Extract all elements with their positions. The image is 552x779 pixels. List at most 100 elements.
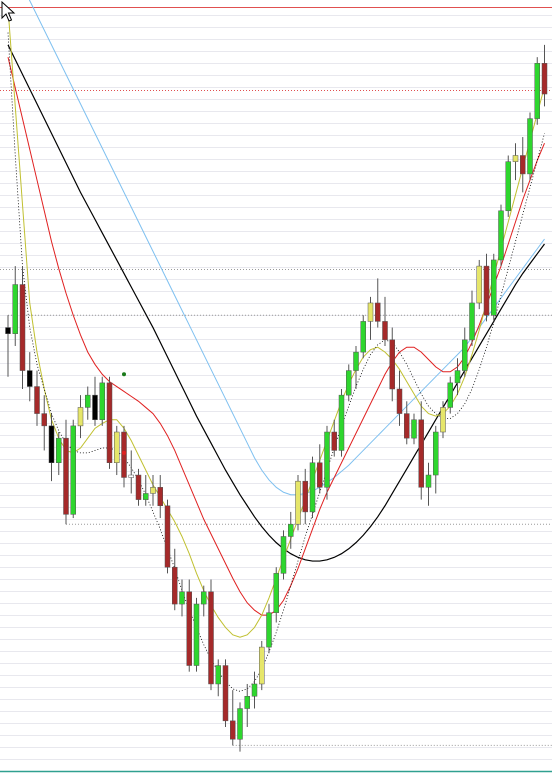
candle[interactable] <box>447 376 453 414</box>
candle-body <box>193 603 200 666</box>
candle-body <box>92 394 98 420</box>
candle[interactable] <box>534 57 540 125</box>
candles[interactable] <box>5 44 548 752</box>
candle[interactable] <box>12 266 18 346</box>
candle[interactable] <box>324 425 330 500</box>
candle[interactable] <box>186 579 192 672</box>
candle[interactable] <box>208 579 214 691</box>
candle[interactable] <box>34 370 40 426</box>
candle-body <box>143 493 149 500</box>
candle-body <box>12 284 18 334</box>
candle[interactable] <box>157 475 163 519</box>
candle[interactable] <box>331 419 337 457</box>
candle-body <box>527 118 533 175</box>
candle[interactable] <box>5 315 11 377</box>
candle-body <box>447 382 453 408</box>
candle-body <box>77 407 84 427</box>
candle[interactable] <box>396 370 403 426</box>
candle[interactable] <box>135 468 142 506</box>
candle[interactable] <box>27 352 33 402</box>
candle[interactable] <box>114 425 120 476</box>
candle[interactable] <box>150 475 156 506</box>
candle[interactable] <box>389 327 395 402</box>
candle[interactable] <box>360 315 366 359</box>
candle[interactable] <box>222 659 229 727</box>
candle[interactable] <box>411 413 417 445</box>
candle[interactable] <box>237 702 243 752</box>
candle[interactable] <box>172 548 178 611</box>
candle[interactable] <box>404 401 410 445</box>
candle[interactable] <box>317 444 323 494</box>
candle[interactable] <box>70 419 76 519</box>
candle[interactable] <box>41 395 47 451</box>
candle[interactable] <box>483 253 490 322</box>
candle-body <box>150 487 156 494</box>
candle[interactable] <box>266 604 272 654</box>
candle[interactable] <box>353 345 359 389</box>
candle[interactable] <box>375 278 381 328</box>
candle[interactable] <box>280 530 287 580</box>
candle[interactable] <box>382 296 388 346</box>
candle-body <box>215 665 221 685</box>
candle[interactable] <box>215 659 221 697</box>
candle[interactable] <box>541 44 548 107</box>
candle-body <box>48 425 55 463</box>
candle-body <box>367 302 374 322</box>
candle[interactable] <box>440 401 446 439</box>
candle[interactable] <box>56 432 62 476</box>
candle[interactable] <box>512 143 519 181</box>
candle[interactable] <box>338 389 345 457</box>
candle-body <box>208 591 214 685</box>
candle[interactable] <box>201 585 207 617</box>
candle[interactable] <box>309 456 316 519</box>
red-dot-marker <box>122 450 126 455</box>
candle[interactable] <box>179 579 185 617</box>
candle[interactable] <box>520 137 526 193</box>
candle[interactable] <box>85 386 91 420</box>
candle[interactable] <box>367 296 374 340</box>
candle[interactable] <box>498 204 504 267</box>
candle[interactable] <box>121 425 127 488</box>
candle[interactable] <box>19 266 26 389</box>
candle-body <box>288 523 294 537</box>
candle[interactable] <box>77 395 84 439</box>
candle[interactable] <box>288 511 294 549</box>
candle[interactable] <box>469 290 475 346</box>
candle[interactable] <box>462 327 468 377</box>
candle[interactable] <box>295 475 301 531</box>
candle[interactable] <box>128 450 134 494</box>
green-dot-marker <box>122 372 126 377</box>
candle-body <box>201 591 207 605</box>
candle[interactable] <box>527 112 533 181</box>
candle[interactable] <box>244 683 250 727</box>
candle-body <box>172 566 178 605</box>
candle[interactable] <box>302 468 308 525</box>
candle[interactable] <box>454 358 461 396</box>
candle[interactable] <box>433 425 439 494</box>
candle[interactable] <box>251 671 258 709</box>
candle[interactable] <box>143 475 149 506</box>
candle-body <box>70 425 76 515</box>
candle[interactable] <box>106 376 113 469</box>
candle[interactable] <box>259 640 265 691</box>
candle[interactable] <box>418 401 424 500</box>
candle[interactable] <box>230 690 236 746</box>
candle[interactable] <box>99 376 105 426</box>
candle[interactable] <box>273 567 279 623</box>
candle[interactable] <box>505 155 511 217</box>
candle-body <box>375 302 381 322</box>
candle-body <box>266 612 272 648</box>
candle[interactable] <box>92 376 98 426</box>
candle-body <box>483 265 490 316</box>
candle[interactable] <box>476 259 482 310</box>
candle[interactable] <box>491 253 497 322</box>
candle[interactable] <box>48 413 55 482</box>
candle[interactable] <box>164 499 171 574</box>
candle[interactable] <box>63 419 69 525</box>
candle[interactable] <box>425 462 432 506</box>
candle[interactable] <box>346 364 352 402</box>
candle[interactable] <box>193 597 200 672</box>
candle-body <box>230 720 236 740</box>
